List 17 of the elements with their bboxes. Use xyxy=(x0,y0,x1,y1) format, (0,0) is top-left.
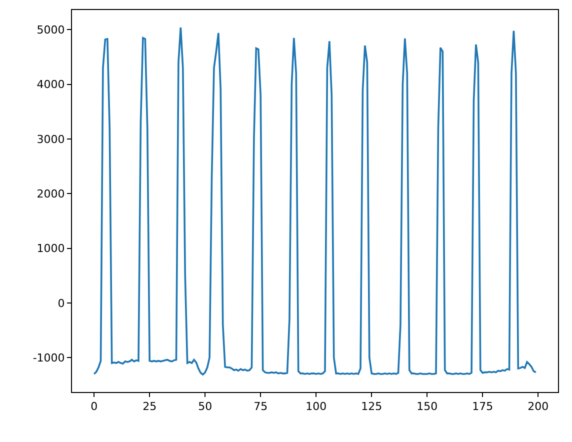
x-tick-label: 100 xyxy=(306,400,327,414)
x-tick-label: 125 xyxy=(361,400,382,414)
y-tick-label: 1000 xyxy=(36,242,65,256)
y-tick-label: -1000 xyxy=(32,351,65,364)
x-tick-label: 25 xyxy=(142,400,157,414)
x-tick-label: 0 xyxy=(90,400,98,414)
x-tick-label: 200 xyxy=(528,400,549,414)
x-tick-label: 150 xyxy=(416,400,438,414)
y-tick-label: 3000 xyxy=(36,132,65,146)
y-tick-label: 2000 xyxy=(36,187,65,200)
x-tick-label: 50 xyxy=(198,400,212,414)
y-tick-label: 4000 xyxy=(36,78,65,92)
x-tick-label: 175 xyxy=(472,400,494,414)
y-tick-label: 5000 xyxy=(36,24,65,37)
y-tick-label: 0 xyxy=(58,296,65,310)
line-series xyxy=(93,26,537,376)
x-tick-label: 75 xyxy=(254,400,268,414)
